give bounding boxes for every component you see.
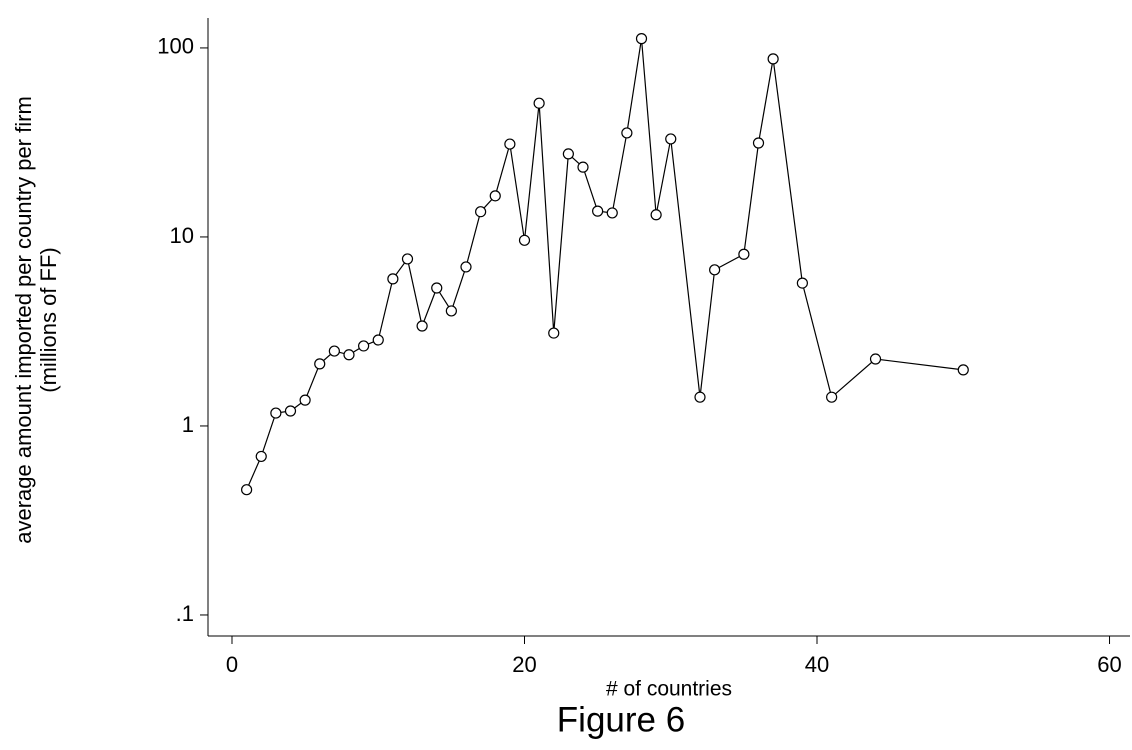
x-tick-label: 0 [226,652,238,677]
marker [826,391,838,403]
marker [328,345,340,357]
marker [621,127,633,139]
marker [255,450,267,463]
marker [343,349,355,361]
y-tick-label: 100 [157,34,194,59]
y-tick-label: .1 [176,601,194,626]
x-axis-label: # of countries [606,678,732,701]
marker [738,248,750,260]
y-axis-label: average amount imported per country per … [11,96,36,544]
x-tick-label: 40 [805,652,829,677]
marker [533,97,545,109]
marker [709,264,721,276]
x-tick-label: 60 [1097,652,1121,677]
marker [957,364,969,376]
marker [299,394,311,406]
marker [869,353,882,365]
marker [665,133,677,145]
line [246,38,964,490]
marker [401,253,414,265]
marker [475,206,487,218]
marker [767,53,779,65]
marker [650,209,662,221]
marker [431,282,443,294]
marker [606,207,618,219]
marker [314,358,326,370]
y-axis-label: (millions of FF) [36,247,61,392]
marker [635,33,648,45]
marker [577,161,589,173]
caption: Figure 6 [557,700,685,739]
marker [548,327,560,339]
x-tick-label: 20 [512,652,536,677]
marker [284,405,297,417]
marker [504,138,516,150]
y-tick-label: 10 [170,223,194,248]
marker [518,234,531,246]
marker [445,305,457,317]
marker [358,340,370,352]
marker [372,334,384,346]
marker [387,273,399,285]
marker [241,484,253,496]
marker [752,137,765,149]
marker [592,205,604,217]
marker [796,277,808,289]
marker [562,148,574,160]
marker [270,407,282,419]
y-tick-label: 1 [182,412,194,437]
marker [416,320,428,332]
marker [694,391,706,403]
marker [489,190,501,202]
marker [460,261,472,273]
